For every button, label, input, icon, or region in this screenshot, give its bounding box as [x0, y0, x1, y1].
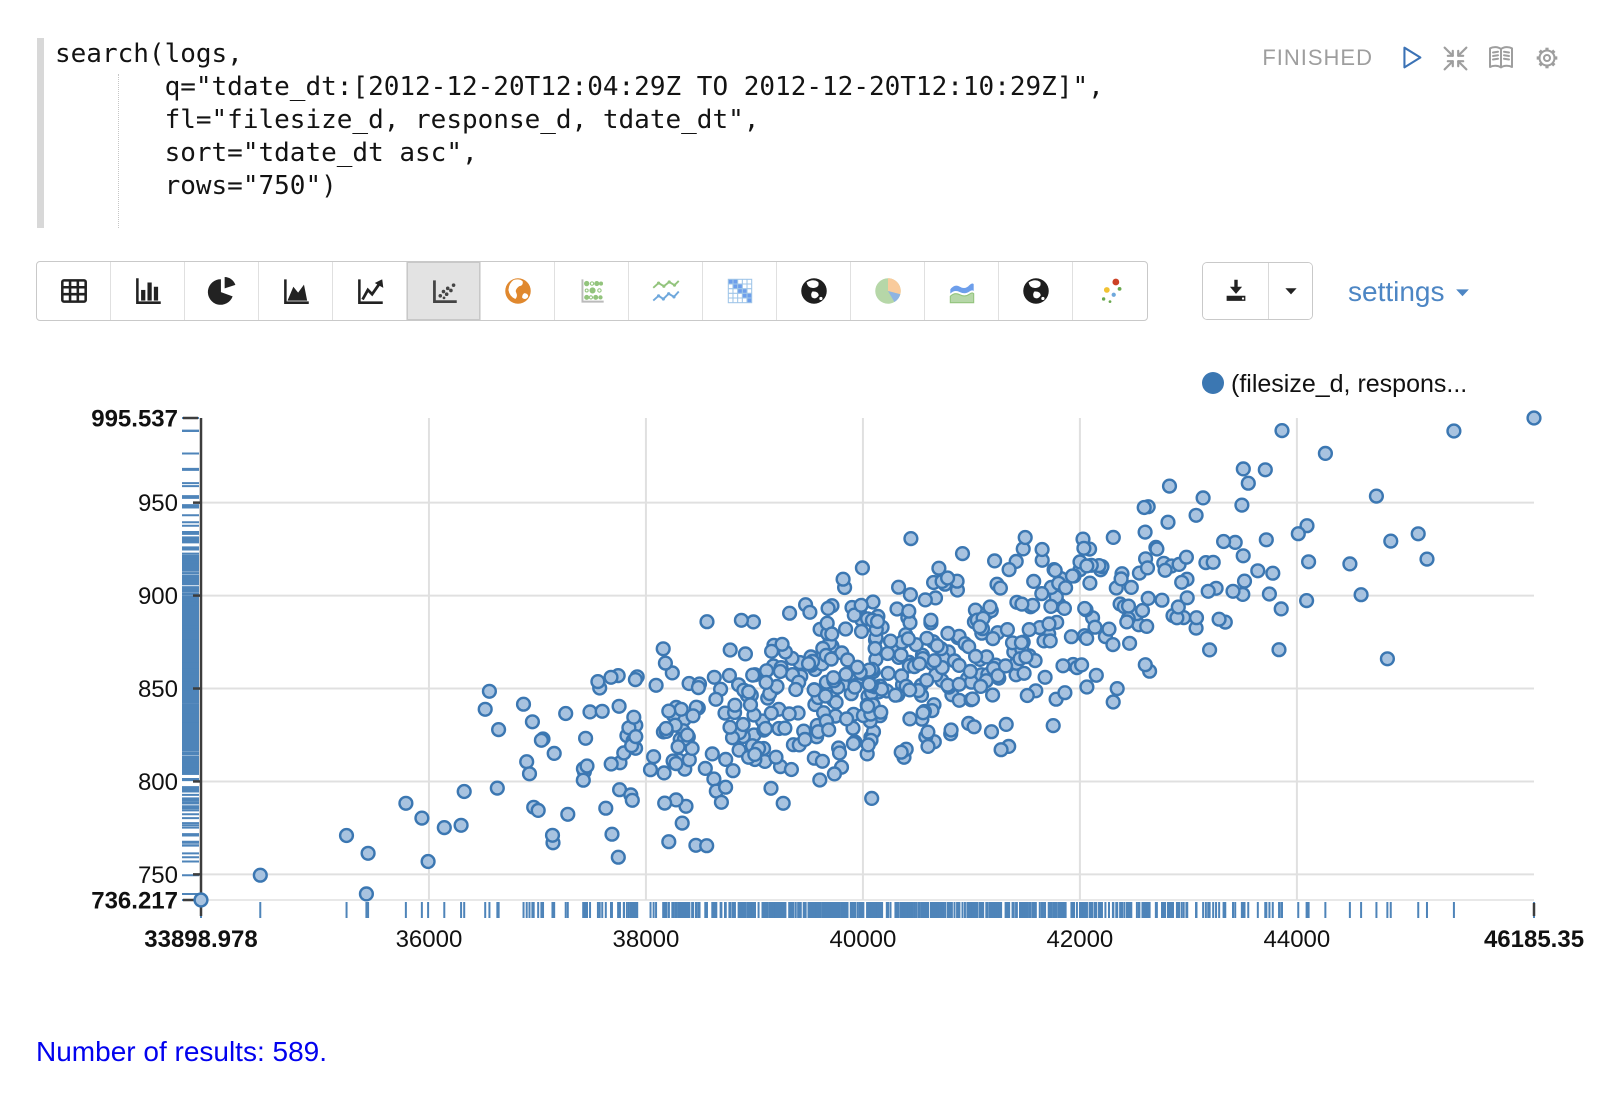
compress-icon	[1443, 46, 1468, 70]
table-icon	[60, 279, 87, 303]
line-chart-icon	[357, 279, 383, 304]
run-paragraph-button[interactable]	[1396, 43, 1426, 73]
toolbar-bar-chart-button[interactable]	[111, 262, 185, 320]
x-tick-label: 40000	[830, 926, 897, 953]
y-tick-label: 750	[138, 862, 178, 889]
paragraph-status: FINISHED	[1262, 45, 1373, 70]
y-tick-label: 800	[138, 769, 178, 796]
chart-type-toolbar	[36, 261, 1148, 321]
download-button-group	[1202, 262, 1313, 320]
settings-dropdown[interactable]: settings	[1348, 276, 1471, 308]
code-editor[interactable]: search(logs, q="tdate_dt:[2012-12-20T12:…	[55, 39, 1104, 201]
play-icon	[1403, 46, 1422, 69]
toolbar-globe-dark-button[interactable]	[777, 262, 851, 320]
chart-legend: (filesize_d, respons...	[1202, 370, 1467, 398]
pie-chart-icon	[207, 276, 235, 305]
paragraph-settings-button[interactable]	[1532, 43, 1562, 73]
legend-marker	[1202, 372, 1224, 394]
paragraph-gutter-bar	[37, 38, 44, 228]
globe-orange-icon	[504, 278, 531, 304]
toolbar-map-button[interactable]	[481, 262, 555, 320]
toolbar-stream-area-button[interactable]	[925, 262, 999, 320]
caret-down-icon	[1284, 288, 1297, 295]
bubble-color-icon	[1101, 278, 1122, 304]
legend-label: (filesize_d, respons...	[1231, 370, 1467, 398]
code-indent-guide	[118, 74, 119, 228]
settings-caret-icon	[1455, 288, 1469, 296]
x-max-label: 46185.35	[1484, 926, 1584, 953]
toolbar-pie-pastel-button[interactable]	[851, 262, 925, 320]
y-max-label: 995.537	[91, 406, 178, 433]
x-tick-label: 44000	[1264, 926, 1331, 953]
scatter-plot-svg[interactable]: 750 800 850 900 950 995.537 736.217 36000 38000 4…	[0, 350, 1612, 975]
paragraph-status-row: FINISHED	[1262, 42, 1562, 74]
x-min-label: 33898.978	[144, 926, 257, 953]
collapse-paragraph-button[interactable]	[1441, 44, 1470, 73]
scatter-points[interactable]	[193, 410, 1542, 908]
y-tick-label: 900	[138, 583, 178, 610]
result-count-text: Number of results: 589.	[36, 1036, 328, 1067]
area-chart-icon	[283, 279, 309, 304]
toolbar-area-chart-button[interactable]	[259, 262, 333, 320]
scatter-matrix-icon	[580, 279, 604, 303]
y-tick-label: 850	[138, 676, 178, 703]
y-min-label: 736.217	[91, 888, 178, 915]
download-tray-arrow-icon	[1226, 279, 1245, 301]
book-icon	[1489, 46, 1513, 69]
gear-icon	[1536, 47, 1558, 69]
toolbar-heatmap-button[interactable]	[703, 262, 777, 320]
x-axis-rug	[200, 902, 1535, 918]
bar-chart-icon	[135, 278, 161, 304]
scatter-chart-icon	[432, 280, 457, 304]
download-button[interactable]	[1203, 263, 1269, 319]
toolbar-pie-chart-button[interactable]	[185, 262, 259, 320]
toolbar-line-chart-button[interactable]	[333, 262, 407, 320]
show-editor-button[interactable]	[1485, 42, 1517, 74]
toolbar-globe-dark-2-button[interactable]	[999, 262, 1073, 320]
settings-label: settings	[1348, 276, 1445, 307]
pie-pastel-icon	[874, 278, 901, 304]
download-options-caret-button[interactable]	[1269, 263, 1312, 319]
toolbar-scatter-matrix-button[interactable]	[555, 262, 629, 320]
x-tick-label: 36000	[396, 926, 463, 953]
toolbar-table-button[interactable]	[37, 262, 111, 320]
heatmap-grid-icon	[727, 278, 752, 304]
y-axis-line	[183, 416, 1536, 916]
toolbar-multi-line-button[interactable]	[629, 262, 703, 320]
globe-dark-2-icon	[1022, 278, 1049, 304]
x-tick-label: 38000	[613, 926, 680, 953]
y-axis-rug	[182, 417, 199, 901]
globe-dark-icon	[800, 278, 827, 304]
x-tick-label: 42000	[1047, 926, 1114, 953]
stream-area-icon	[949, 283, 974, 304]
gridlines	[201, 418, 1534, 901]
toolbar-bubble-color-button[interactable]	[1073, 262, 1147, 320]
y-tick-label: 950	[138, 490, 178, 517]
multi-line-icon	[652, 280, 679, 302]
toolbar-scatter-chart-button[interactable]	[407, 262, 481, 320]
